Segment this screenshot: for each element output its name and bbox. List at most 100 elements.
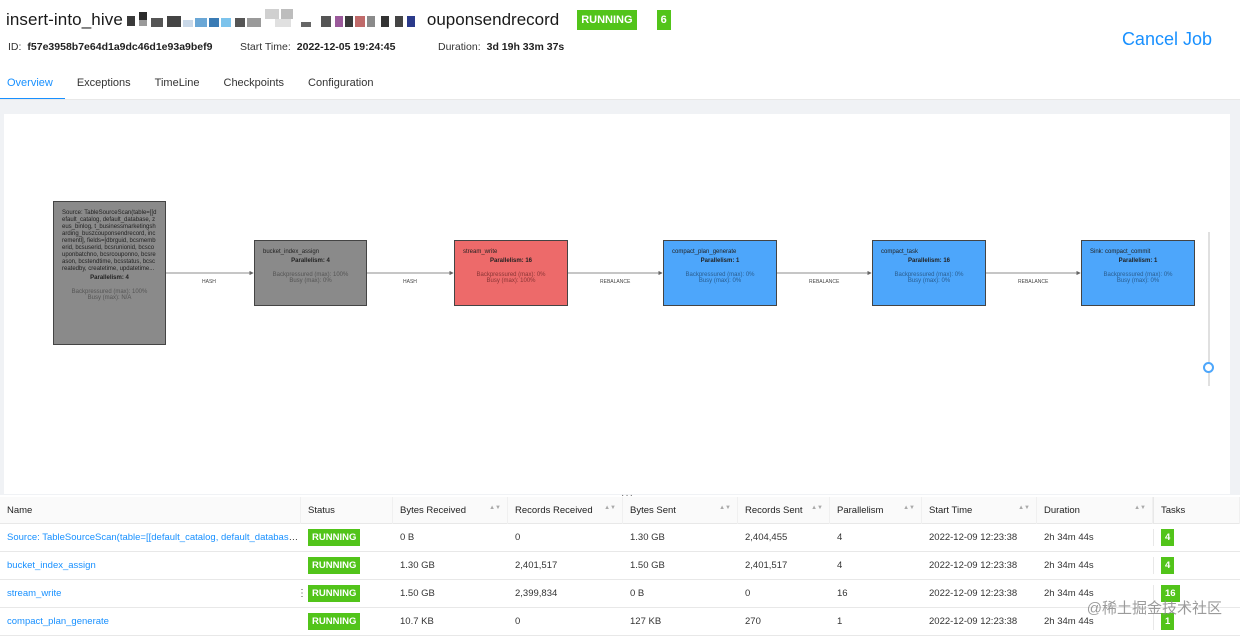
bytes-received: 10.7 KB <box>400 616 434 627</box>
bytes-sent: 127 KB <box>630 616 662 627</box>
panel-resize-handle[interactable]: ··· <box>621 490 634 501</box>
graph-node-compact-plan-generate[interactable]: compact_plan_generate Parallelism: 1 Bac… <box>663 240 777 306</box>
job-title-prefix: insert-into_hive <box>6 10 123 29</box>
node-name: compact_plan_generate <box>672 249 737 255</box>
bytes-sent: 1.50 GB <box>630 560 665 571</box>
job-graph-canvas[interactable]: HASH HASH REBALANCE REBALANCE REBALANCE … <box>4 114 1230 494</box>
node-parallelism: Parallelism: 4 <box>90 275 129 281</box>
edge-label-2: HASH <box>403 279 417 285</box>
zoom-slider-handle[interactable] <box>1203 362 1214 373</box>
edge-label-3: REBALANCE <box>600 279 631 285</box>
node-name: compact_task <box>881 249 919 255</box>
bytes-sent: 0 B <box>630 588 645 599</box>
col-tasks: Tasks <box>1153 496 1240 524</box>
node-backpressure: Backpressured (max): 0% <box>685 272 755 278</box>
records-sent: 0 <box>745 588 751 599</box>
node-busy: Busy (max): 0% <box>289 278 332 284</box>
col-records-received[interactable]: Records Received ▲▼ <box>508 496 623 524</box>
edge-label-4: REBALANCE <box>809 279 840 285</box>
graph-node-source[interactable]: Source: TableSourceScan(table=[[default_… <box>53 201 166 345</box>
node-parallelism: Parallelism: 1 <box>1118 258 1158 264</box>
duration-label: Duration: <box>438 41 481 53</box>
graph-node-compact-task[interactable]: compact_task Parallelism: 16 Backpressur… <box>872 240 986 306</box>
status-badge: RUNNING <box>308 613 361 630</box>
col-records-sent[interactable]: Records Sent ▲▼ <box>738 496 830 524</box>
vertex-table: Name Status Bytes Received ▲▼ Records Rec… <box>0 496 1240 636</box>
col-parallelism[interactable]: Parallelism ▲▼ <box>830 496 922 524</box>
col-duration[interactable]: Duration ▲▼ <box>1037 496 1153 524</box>
vertex-name-link[interactable]: stream_write <box>7 588 62 599</box>
status-badge: RUNNING <box>308 557 361 574</box>
table-row[interactable]: compact_plan_generate RUNNING 10.7 KB 0 … <box>0 608 1240 636</box>
table-header: Name Status Bytes Received ▲▼ Records Rec… <box>0 496 1240 524</box>
redacted-title-mosaic <box>125 9 425 31</box>
sort-icon[interactable]: ▲▼ <box>604 504 616 511</box>
node-parallelism: Parallelism: 16 <box>489 258 533 264</box>
node-busy: Busy (max): N/A <box>87 295 132 301</box>
parallelism: 4 <box>837 532 843 543</box>
table-row[interactable]: stream_write RUNNING 1.50 GB 2,399,834 0… <box>0 580 1240 608</box>
job-title-suffix: ouponsendrecord <box>426 10 560 29</box>
node-busy: Busy (max): 100% <box>486 278 536 284</box>
tab-timeline[interactable]: TimeLine <box>154 77 200 89</box>
node-name: bucket_index_assign <box>263 249 320 255</box>
col-start-time[interactable]: Start Time ▲▼ <box>922 496 1037 524</box>
tab-divider <box>0 99 1240 100</box>
sort-icon[interactable]: ▲▼ <box>903 504 915 511</box>
sort-icon[interactable]: ▲▼ <box>1134 504 1146 511</box>
cancel-job-button[interactable]: Cancel Job <box>1121 29 1212 49</box>
sort-icon[interactable]: ▲▼ <box>489 504 501 511</box>
node-busy: Busy (max): 0% <box>907 278 951 284</box>
sort-icon[interactable]: ▲▼ <box>811 504 823 511</box>
node-backpressure: Backpressured (max): 0% <box>476 272 546 278</box>
tab-overview[interactable]: Overview <box>0 70 65 100</box>
duration: 2h 34m 44s <box>1044 532 1094 543</box>
tab-checkpoints[interactable]: Checkpoints <box>223 77 285 89</box>
node-backpressure: Backpressured (max): 100% <box>272 272 349 278</box>
node-busy: Busy (max): 0% <box>698 278 742 284</box>
tasks-badge: 1 <box>1161 613 1175 630</box>
graph-node-sink-compact-commit[interactable]: Sink: compact_commit Parallelism: 1 Back… <box>1081 240 1195 306</box>
zoom-slider-track[interactable] <box>1208 232 1210 386</box>
node-parallelism: Parallelism: 16 <box>907 258 951 264</box>
node-backpressure: Backpressured (max): 100% <box>71 289 148 295</box>
records-received: 0 <box>515 532 521 543</box>
sort-icon[interactable]: ▲▼ <box>1018 504 1030 511</box>
start-time-label: Start Time: <box>240 41 291 53</box>
task-count-badge: 6 <box>656 10 671 30</box>
node-backpressure: Backpressured (max): 0% <box>1103 272 1173 278</box>
records-sent: 270 <box>745 616 761 627</box>
duration: 2h 34m 44s <box>1044 560 1094 571</box>
job-id-value: f57e3958b7e64d1a9dc46d1e93a9bef9 <box>27 41 213 53</box>
bytes-sent: 1.30 GB <box>630 532 665 543</box>
node-name: Sink: compact_commit <box>1090 249 1151 255</box>
col-bytes-received[interactable]: Bytes Received ▲▼ <box>393 496 508 524</box>
edge-label-1: HASH <box>202 279 216 285</box>
job-id-label: ID: <box>8 41 22 53</box>
vertex-name-link[interactable]: bucket_index_assign <box>7 560 96 571</box>
start-time-value: 2022-12-05 19:24:45 <box>296 41 396 53</box>
tab-exceptions[interactable]: Exceptions <box>76 77 131 89</box>
bytes-received: 1.30 GB <box>400 560 435 571</box>
bytes-received: 0 B <box>400 532 415 543</box>
duration-value: 3d 19h 33m 37s <box>486 41 565 53</box>
col-bytes-sent[interactable]: Bytes Sent ▲▼ <box>623 496 738 524</box>
start-time: 2022-12-09 12:23:38 <box>929 532 1018 543</box>
sort-icon[interactable]: ▲▼ <box>719 504 731 511</box>
status-badge: RUNNING <box>308 529 361 546</box>
vertex-name-link[interactable]: compact_plan_generate <box>7 616 109 627</box>
edge-label-5: REBALANCE <box>1018 279 1049 285</box>
table-row[interactable]: Source: TableSourceScan(table=[[default_… <box>0 524 1240 552</box>
table-row[interactable]: bucket_index_assign RUNNING 1.30 GB 2,40… <box>0 552 1240 580</box>
watermark-text: @稀土掘金技术社区 <box>1086 600 1222 617</box>
bytes-received: 1.50 GB <box>400 588 435 599</box>
graph-node-bucket-index-assign[interactable]: bucket_index_assign Parallelism: 4 Backp… <box>254 240 367 306</box>
node-name: Source: TableSourceScan(table=[[default_… <box>62 210 157 272</box>
vertex-name-link[interactable]: Source: TableSourceScan(table=[[default_… <box>7 532 301 543</box>
start-time: 2022-12-09 12:23:38 <box>929 560 1018 571</box>
graph-node-stream-write[interactable]: stream_write Parallelism: 16 Backpressur… <box>454 240 568 306</box>
row-more-icon[interactable]: ⋮ <box>297 588 307 599</box>
node-parallelism: Parallelism: 1 <box>700 258 740 264</box>
job-title-row: insert-into_hive ouponsendrecord RUNNING… <box>6 9 671 31</box>
tab-configuration[interactable]: Configuration <box>308 77 374 89</box>
